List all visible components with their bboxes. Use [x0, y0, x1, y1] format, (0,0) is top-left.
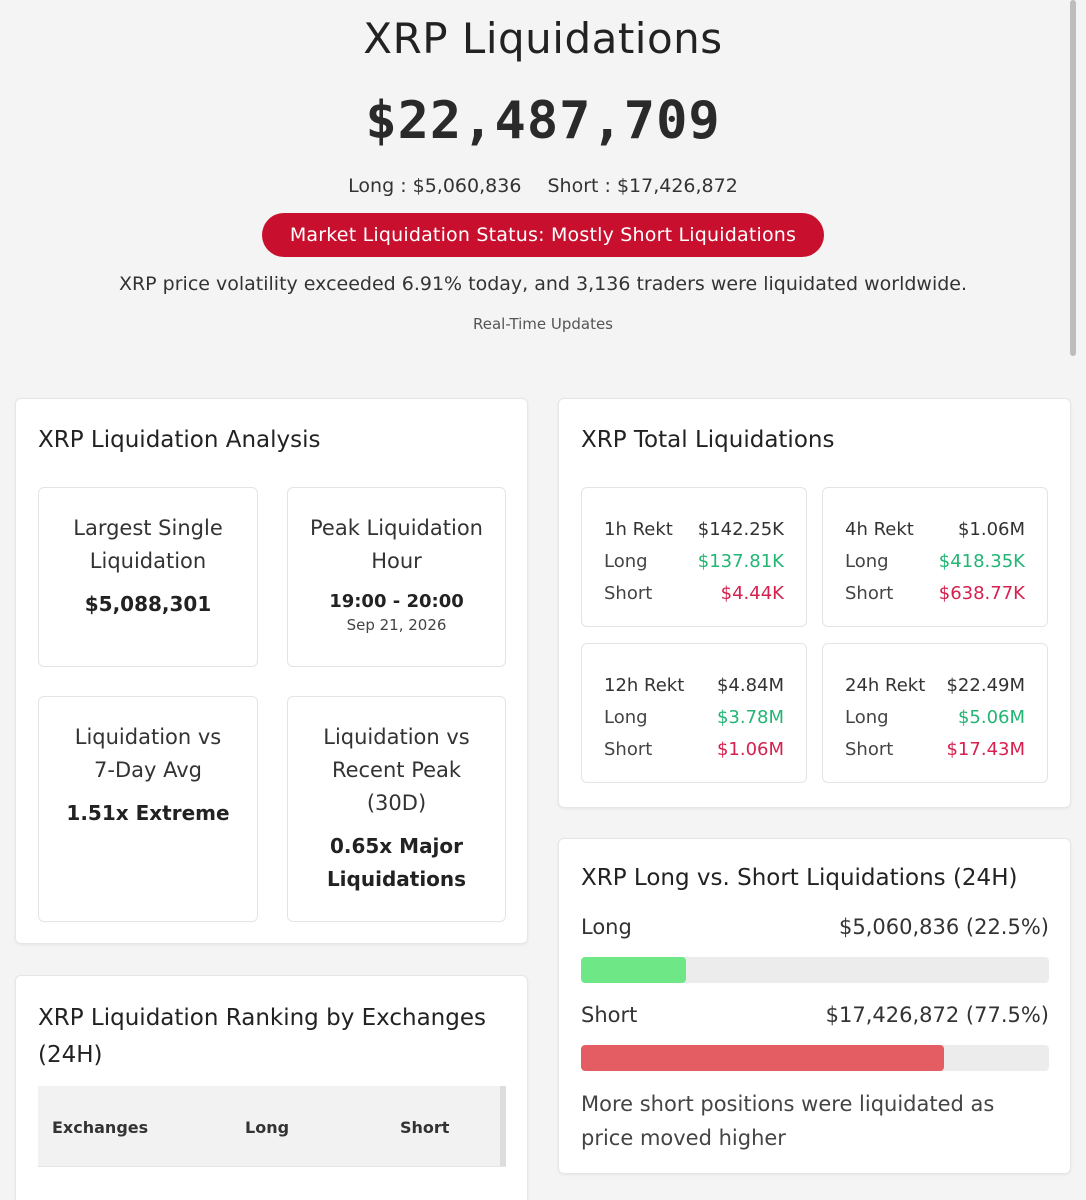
- rekt-short-label: Short: [845, 583, 894, 604]
- rekt-box-24h: 24h Rekt $22.49M Long $5.06M Short $17.43M: [822, 643, 1048, 783]
- rekt-short: $638.77K: [938, 583, 1025, 604]
- page-scrollbar[interactable]: [1070, 0, 1076, 356]
- rekt-long-label: Long: [604, 707, 648, 728]
- col-short[interactable]: Short: [400, 1118, 450, 1137]
- short-value: $17,426,872 (77.5%): [825, 1003, 1049, 1027]
- rekt-box-4h: 4h Rekt $1.06M Long $418.35K Short $638.77K: [822, 487, 1048, 627]
- rekt-period: 12h Rekt: [604, 675, 685, 696]
- rekt-short-label: Short: [604, 739, 653, 760]
- long-label: Long: [581, 915, 632, 939]
- rekt-long: $137.81K: [697, 551, 784, 572]
- rekt-short-label: Short: [604, 583, 653, 604]
- stat-largest-single: Largest Single Liquidation $5,088,301: [38, 487, 258, 667]
- rekt-short: $4.44K: [720, 583, 784, 604]
- rekt-period: 1h Rekt: [604, 519, 673, 540]
- realtime-label: Real-Time Updates: [473, 315, 613, 333]
- page-title: XRP Liquidations: [363, 14, 723, 63]
- total-liquidation-amount: $22,487,709: [365, 91, 721, 151]
- ranking-title: XRP Liquidation Ranking by Exchanges (24…: [38, 1005, 486, 1068]
- total-liquidations-card: XRP Total Liquidations 1h Rekt $142.25K L…: [558, 398, 1071, 808]
- rekt-total: $1.06M: [957, 519, 1025, 540]
- liquidation-analysis-card: XRP Liquidation Analysis Largest Single …: [15, 398, 528, 944]
- ratio-message: More short positions were liquidated as …: [581, 1092, 995, 1150]
- stat-label: Peak Liquidation Hour: [310, 516, 483, 573]
- rekt-short: $1.06M: [716, 739, 784, 760]
- col-long[interactable]: Long: [245, 1118, 290, 1137]
- col-exchanges[interactable]: Exchanges: [52, 1118, 149, 1137]
- ranking-table-header: Exchanges Long Short: [38, 1086, 506, 1166]
- short-progress-track: [581, 1045, 1049, 1071]
- stat-value: 0.65x Major Liquidations: [326, 834, 467, 891]
- stat-value: 19:00 - 20:00: [329, 591, 464, 612]
- rekt-long: $418.35K: [938, 551, 1025, 572]
- rekt-short: $17.43M: [946, 739, 1025, 760]
- stat-subvalue: Sep 21, 2026: [346, 616, 447, 634]
- long-row: Long $5,060,836 (22.5%): [581, 915, 1049, 939]
- stat-vs-7day: Liquidation vs 7-Day Avg 1.51x Extreme: [38, 696, 258, 922]
- short-progress-fill: [581, 1045, 944, 1071]
- rekt-long-label: Long: [845, 707, 889, 728]
- rekt-total: $142.25K: [697, 519, 784, 540]
- long-progress-fill: [581, 957, 687, 983]
- volatility-note: XRP price volatility exceeded 6.91% toda…: [118, 273, 968, 295]
- stat-value: $5,088,301: [84, 592, 212, 616]
- stat-peak-hour: Peak Liquidation Hour 19:00 - 20:00 Sep …: [287, 487, 506, 667]
- short-summary: Short : $17,426,872: [547, 175, 738, 197]
- long-summary: Long : $5,060,836: [348, 175, 522, 197]
- long-value: $5,060,836 (22.5%): [838, 915, 1049, 939]
- analysis-title: XRP Liquidation Analysis: [38, 427, 321, 453]
- stat-value: 1.51x Extreme: [66, 801, 230, 825]
- totals-title: XRP Total Liquidations: [581, 427, 835, 453]
- long-short-ratio-card: XRP Long vs. Short Liquidations (24H) Lo…: [558, 838, 1071, 1174]
- stat-label: Largest Single Liquidation: [73, 516, 223, 573]
- hero-section: XRP Liquidations $22,487,709 Long : $5,0…: [0, 0, 1086, 333]
- rekt-box-12h: 12h Rekt $4.84M Long $3.78M Short $1.06M: [581, 643, 807, 783]
- rekt-total: $4.84M: [716, 675, 784, 696]
- exchange-ranking-card: XRP Liquidation Ranking by Exchanges (24…: [15, 975, 528, 1200]
- rekt-long: $3.78M: [716, 707, 784, 728]
- market-status-badge: Market Liquidation Status: Mostly Short …: [261, 213, 825, 257]
- stat-label: Liquidation vs Recent Peak (30D): [323, 725, 470, 815]
- short-row: Short $17,426,872 (77.5%): [581, 1003, 1049, 1027]
- short-label: Short: [581, 1003, 638, 1027]
- ratio-title: XRP Long vs. Short Liquidations (24H): [581, 865, 1018, 891]
- rekt-long-label: Long: [604, 551, 648, 572]
- rekt-box-1h: 1h Rekt $142.25K Long $137.81K Short $4.44K: [581, 487, 807, 627]
- long-progress-track: [581, 957, 1049, 983]
- rekt-short-label: Short: [845, 739, 894, 760]
- stat-vs-recent-peak: Liquidation vs Recent Peak (30D) 0.65x M…: [287, 696, 506, 922]
- rekt-total: $22.49M: [946, 675, 1025, 696]
- rekt-long-label: Long: [845, 551, 889, 572]
- stat-label: Liquidation vs 7-Day Avg: [74, 725, 222, 782]
- table-divider: [38, 1166, 506, 1167]
- long-short-summary: Long : $5,060,836 Short : $17,426,872: [0, 175, 1086, 197]
- rekt-period: 24h Rekt: [845, 675, 926, 696]
- rekt-long: $5.06M: [957, 707, 1025, 728]
- rekt-period: 4h Rekt: [845, 519, 914, 540]
